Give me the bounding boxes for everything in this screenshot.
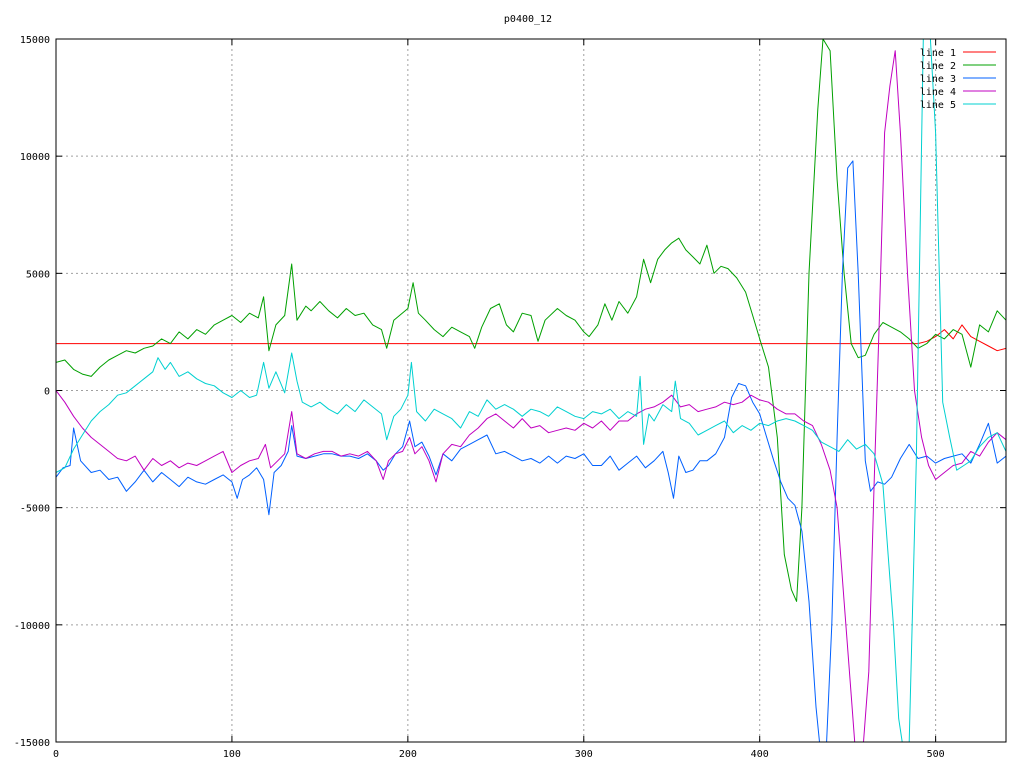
chart-title: p0400_12 [504, 14, 552, 25]
y-tick-label: -10000 [14, 621, 50, 632]
x-tick-label: 200 [399, 749, 417, 760]
x-tick-label: 0 [53, 749, 59, 760]
y-tick-label: 5000 [26, 269, 50, 280]
legend-label: line 3 [920, 74, 956, 85]
legend-label: line 5 [920, 100, 956, 111]
legend-label: line 4 [920, 87, 956, 98]
x-tick-label: 400 [751, 749, 769, 760]
legend-label: line 2 [920, 61, 956, 72]
series-line-3 [56, 160, 1006, 742]
y-tick-label: 0 [44, 387, 50, 398]
legend: line 1 line 2 line 3 line 4 line 5 [920, 48, 996, 111]
x-tick-label: 500 [927, 749, 945, 760]
plot-frame [55, 38, 1007, 743]
legend-label: line 1 [920, 48, 956, 59]
axes: 0 100 200 300 400 500 -15000 -10000 -5000 0 5000 10… [14, 35, 1006, 760]
series-line-5 [56, 39, 1006, 742]
y-tick-label: 15000 [20, 35, 50, 46]
grid [56, 39, 1006, 742]
y-tick-label: -15000 [14, 738, 50, 749]
series-line-2 [56, 39, 1006, 602]
y-tick-label: -5000 [20, 504, 50, 515]
series-line-1 [56, 324, 1006, 352]
x-tick-label: 100 [223, 749, 241, 760]
x-tick-label: 300 [575, 749, 593, 760]
series-lines [56, 39, 1006, 742]
y-tick-label: 10000 [20, 152, 50, 163]
series-line-4 [56, 50, 1006, 742]
